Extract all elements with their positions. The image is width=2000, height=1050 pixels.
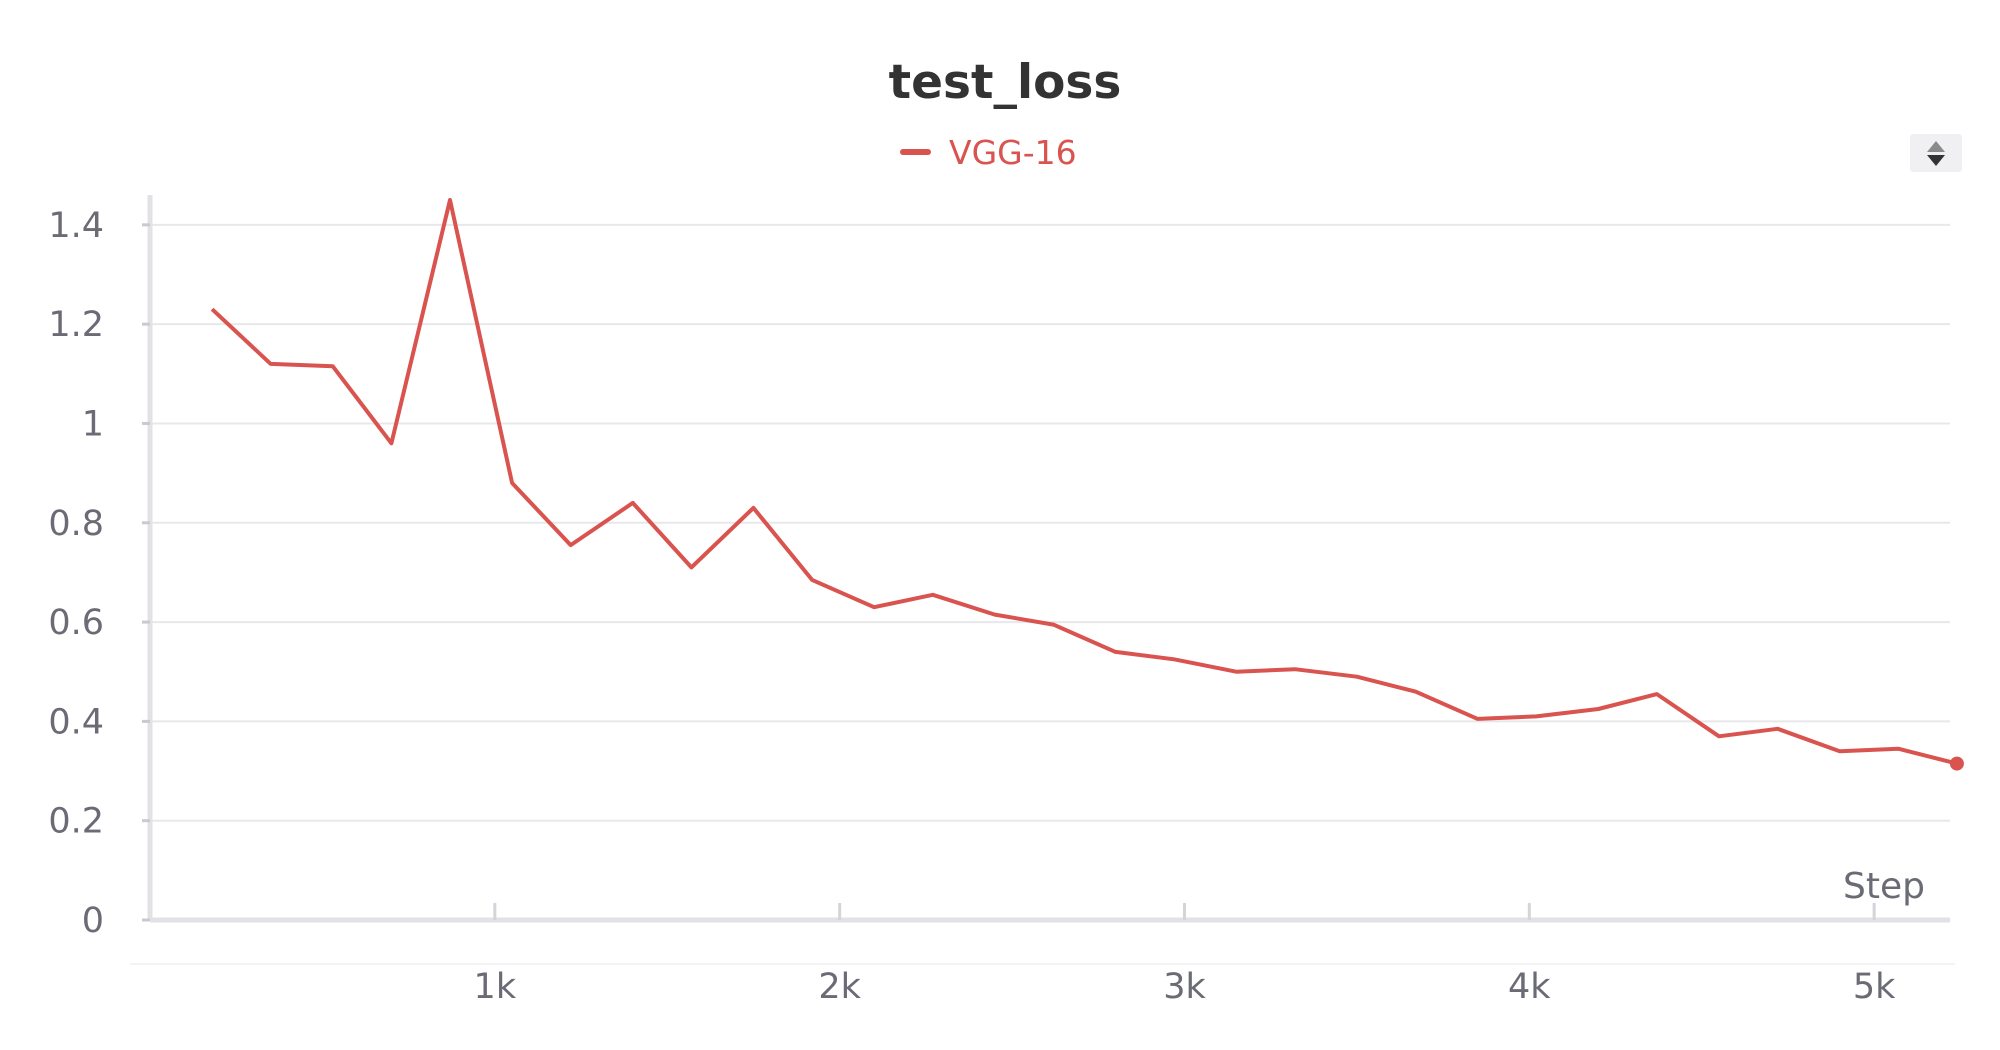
x-tick-label: 5k xyxy=(1853,967,1896,1007)
y-tick-label: 0.2 xyxy=(48,802,104,842)
y-tick-label: 0.6 xyxy=(48,603,104,643)
x-tick-label: 2k xyxy=(818,967,861,1007)
triangle-down-icon[interactable] xyxy=(1927,155,1945,166)
y-tick-label: 0 xyxy=(82,901,104,941)
y-tick-label: 1.4 xyxy=(48,206,104,246)
y-tick-label: 0.4 xyxy=(48,702,104,742)
y-tick-label: 1 xyxy=(82,404,104,444)
y-tick-label: 0.8 xyxy=(48,504,104,544)
x-tick-label: 1k xyxy=(474,967,517,1007)
x-tick-label: 3k xyxy=(1163,967,1206,1007)
legend-label: VGG-16 xyxy=(949,132,1077,172)
chart-title: test_loss xyxy=(888,55,1122,110)
y-tick-label: 1.2 xyxy=(48,305,104,345)
x-axis-label: Step xyxy=(1843,866,1925,907)
series-line-vgg-16 xyxy=(210,198,1958,766)
legend[interactable]: VGG-16 xyxy=(900,132,1077,172)
legend-line-swatch xyxy=(900,149,931,155)
x-tick-label: 4k xyxy=(1508,967,1551,1007)
series-end-point xyxy=(1949,756,1964,771)
triangle-up-icon[interactable] xyxy=(1927,141,1945,152)
legend-scroll-button[interactable] xyxy=(1910,134,1962,172)
